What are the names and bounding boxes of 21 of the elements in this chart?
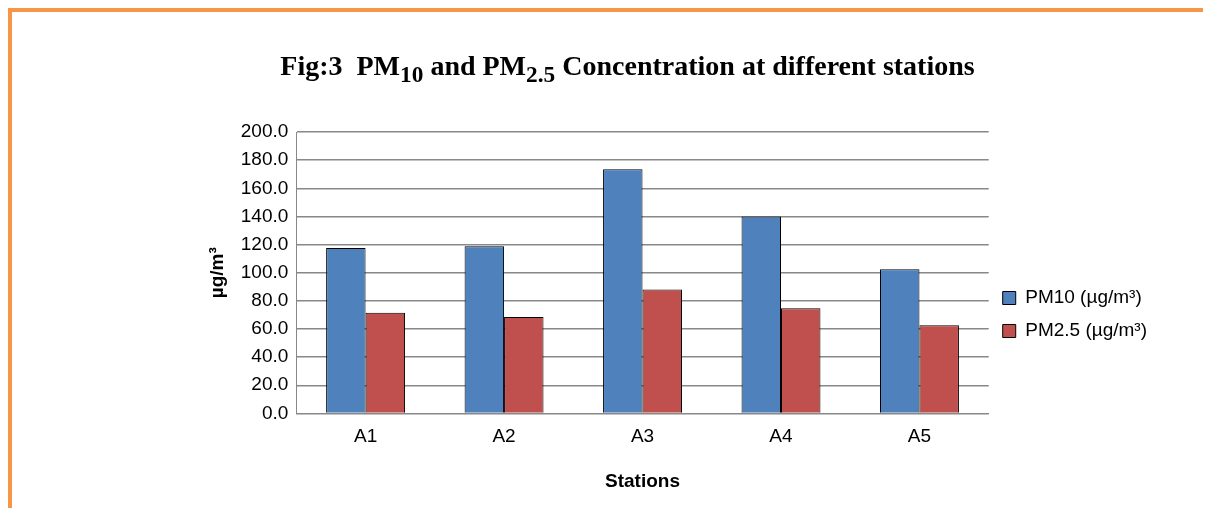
x-tick-label: A4 <box>769 425 794 447</box>
legend-label: PM10 (µg/m³) <box>1025 286 1142 308</box>
x-tick-label: A1 <box>353 425 378 447</box>
y-tick-label: 80.0 <box>251 289 289 311</box>
y-tick-label: 60.0 <box>251 317 289 339</box>
legend-label: PM2.5 (µg/m³) <box>1025 319 1147 341</box>
chart-title: Fig:3 PM$_{10}$ and PM$_{2.5}$ Concentration at different stations <box>279 49 976 89</box>
x-tick-label: A5 <box>907 425 932 447</box>
y-tick-label: 0.0 <box>261 401 289 423</box>
y-tick-label: 100.0 <box>240 260 289 282</box>
y-tick-label: 40.0 <box>251 345 289 367</box>
x-axis-title: Stations <box>605 469 680 491</box>
y-tick-label: 200.0 <box>240 120 289 142</box>
y-tick-label: 140.0 <box>240 204 289 226</box>
x-tick-label: A2 <box>492 425 516 447</box>
y-tick-label: 20.0 <box>251 373 289 395</box>
y-tick-label: 120.0 <box>240 232 289 254</box>
x-tick-label: A3 <box>630 425 655 447</box>
y-tick-label: 160.0 <box>240 176 289 198</box>
y-tick-label: 180.0 <box>240 148 289 170</box>
y-axis-title: µg/m³ <box>205 247 227 299</box>
